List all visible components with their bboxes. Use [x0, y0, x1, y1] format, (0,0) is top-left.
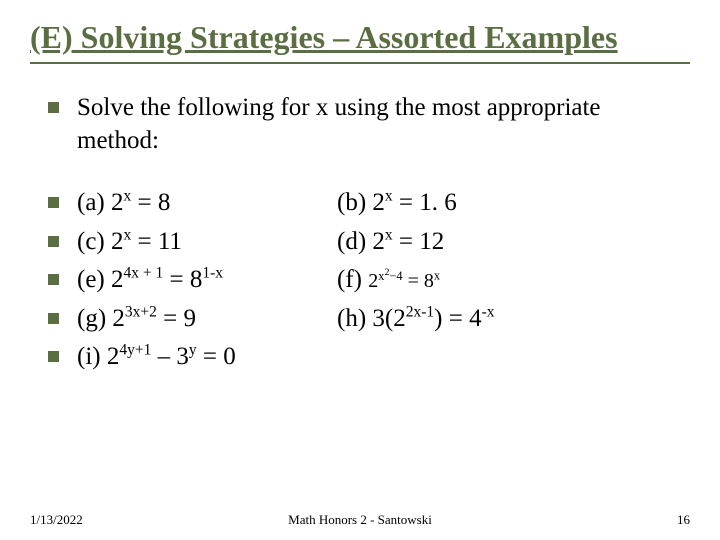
problem-f: (f) 2x2−4 = 8x [337, 264, 680, 297]
problem-row: (a) 2x = 8 (b) 2x = 1. 6 [48, 187, 680, 220]
problem-pair: (c) 2x = 11 (d) 2x = 12 [77, 226, 680, 259]
bullet-icon [48, 274, 59, 285]
problem-d: (d) 2x = 12 [337, 226, 680, 259]
bullet-icon [48, 313, 59, 324]
problem-row: (c) 2x = 11 (d) 2x = 12 [48, 226, 680, 259]
problem-row: (e) 24x + 1 = 81-x (f) 2x2−4 = 8x [48, 264, 680, 297]
problem-h: (h) 3(22x-1) = 4-x [337, 303, 680, 336]
problem-pair: (a) 2x = 8 (b) 2x = 1. 6 [77, 187, 680, 220]
content-area: Solve the following for x using the most… [30, 92, 690, 374]
intro-bullet: Solve the following for x using the most… [48, 92, 680, 157]
footer-date: 1/13/2022 [30, 512, 83, 528]
problem-b: (b) 2x = 1. 6 [337, 187, 680, 220]
equation-image: 2x2−4 = 8x [368, 268, 440, 294]
problem-row: (i) 24y+1 – 3y = 0 [48, 341, 680, 374]
problem-g: (g) 23x+2 = 9 [77, 303, 337, 336]
slide-title: (E) Solving Strategies – Assorted Exampl… [30, 18, 690, 64]
problem-i: (i) 24y+1 – 3y = 0 [77, 341, 337, 374]
bullet-icon [48, 197, 59, 208]
footer-page: 16 [677, 512, 690, 528]
problem-pair: (g) 23x+2 = 9 (h) 3(22x-1) = 4-x [77, 303, 680, 336]
slide: (E) Solving Strategies – Assorted Exampl… [0, 0, 720, 540]
problem-a: (a) 2x = 8 [77, 187, 337, 220]
bullet-icon [48, 102, 59, 113]
problem-c: (c) 2x = 11 [77, 226, 337, 259]
footer-center: Math Honors 2 - Santowski [288, 512, 432, 528]
intro-text: Solve the following for x using the most… [77, 92, 680, 157]
problem-pair: (e) 24x + 1 = 81-x (f) 2x2−4 = 8x [77, 264, 680, 297]
footer: 1/13/2022 Math Honors 2 - Santowski 16 [0, 512, 720, 528]
bullet-icon [48, 351, 59, 362]
problem-e: (e) 24x + 1 = 81-x [77, 264, 337, 297]
bullet-icon [48, 236, 59, 247]
problem-row: (g) 23x+2 = 9 (h) 3(22x-1) = 4-x [48, 303, 680, 336]
problem-single: (i) 24y+1 – 3y = 0 [77, 341, 680, 374]
